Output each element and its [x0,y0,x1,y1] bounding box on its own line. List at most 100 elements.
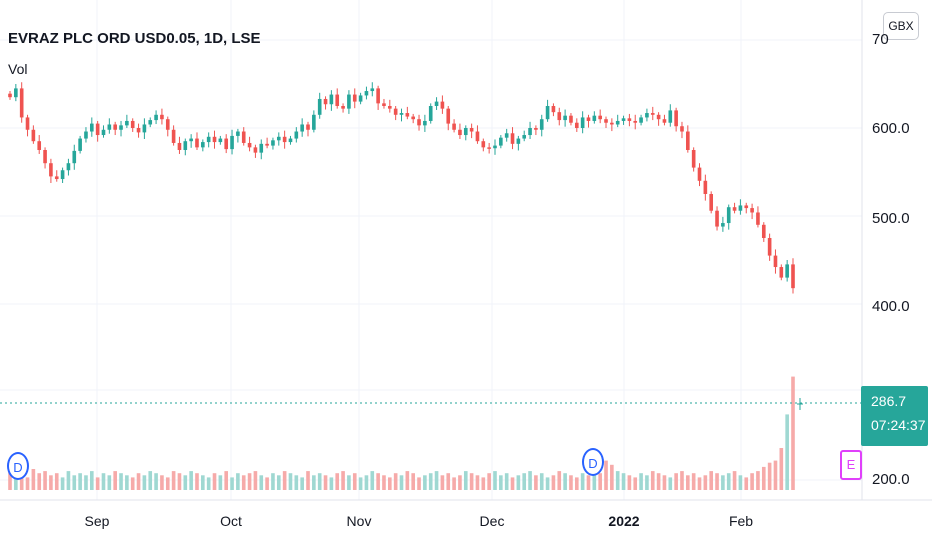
dividend-marker[interactable]: D [7,452,29,480]
candle-body [615,120,620,125]
candle-body [160,114,164,120]
candle-body [662,119,667,123]
candle-body [113,124,117,130]
volume-bar [236,473,240,490]
candle-body [119,125,123,130]
volume-bar [43,471,47,490]
volume-bar [189,471,193,490]
volume-bar [347,475,351,490]
volume-bar [317,473,322,490]
volume-bar [656,473,661,490]
volume-bar [201,475,205,490]
currency-badge[interactable]: GBX [883,12,919,40]
candle-body [510,133,515,144]
volume-bar [294,475,299,490]
candle-body [276,136,281,141]
candle-body [72,150,77,164]
volume-bar [767,462,772,490]
volume-bar [265,477,269,490]
candle-body [522,135,527,139]
candle-body [656,114,661,120]
volume-bar [539,473,544,490]
volume-bar [779,448,784,490]
volume-bar [195,473,199,490]
candle-body [551,106,556,113]
candle-body [703,180,708,194]
volume-indicator-label[interactable]: Vol [8,61,28,77]
y-tick-label: 600.0 [872,120,910,137]
candle-body [469,128,474,132]
volume-bar [95,477,100,490]
candle-body [732,207,737,211]
bar-countdown: 07:24:37 [871,417,926,433]
volume-bar [364,475,369,490]
candle-body [312,114,316,130]
volume-bar [101,473,106,490]
volume-bar [271,473,275,490]
candle-body [504,133,509,138]
candle-body [452,123,456,130]
volume-bar [709,471,714,490]
candle-body [539,119,544,130]
candle-body [125,120,129,126]
candle-body [726,207,731,224]
candle-body [709,194,714,211]
candle-body [8,93,12,98]
candle-body [744,205,749,209]
candle-body [645,113,649,118]
volume-bar [177,473,182,490]
volume-bar [382,475,386,490]
dividend-marker[interactable]: D [582,448,604,476]
candle-body [341,106,345,109]
candle-body [364,91,369,96]
candle-body [195,138,199,148]
x-tick-label: Feb [728,513,754,529]
volume-bar [610,464,614,490]
volume-bar [119,473,123,490]
candle-body [715,210,719,227]
candle-body [785,264,789,278]
volume-bar [89,471,94,490]
candle-body [282,136,287,143]
volume-bar [761,466,766,490]
volume-bar [750,473,754,490]
candle-body [557,112,562,121]
volume-bar [580,473,585,490]
candle-body [481,141,486,148]
volume-bar [54,473,59,490]
volume-bar [785,414,789,490]
volume-bar [154,473,158,490]
candle-body [189,138,193,142]
candle-body [148,120,153,125]
volume-bar [125,475,129,490]
volume-bar [14,475,18,490]
volume-bar [499,475,503,490]
candle-body [352,94,357,102]
earnings-marker[interactable]: E [840,450,862,480]
candle-body [528,128,532,136]
candle-body [674,110,678,127]
volume-bar [674,473,678,490]
volume-bar [241,475,246,490]
volume-bar [493,471,497,490]
candle-body [399,113,404,115]
candle-body [779,267,784,278]
candle-body [592,115,597,121]
candle-body [165,119,170,130]
candle-body [417,119,421,126]
last-price-value: 286.7 [871,393,907,409]
volume-bar [288,473,293,490]
volume-bar [510,477,515,490]
volume-bar [574,477,579,490]
volume-bar [662,475,667,490]
candle-body [750,208,754,213]
candle-body [446,108,451,124]
candle-body [686,131,690,150]
volume-bar [569,475,573,490]
candle-body [54,176,59,180]
volume-bar [487,473,491,490]
candle-body [347,94,351,109]
candle-body [136,128,141,133]
volume-bar [376,473,380,490]
